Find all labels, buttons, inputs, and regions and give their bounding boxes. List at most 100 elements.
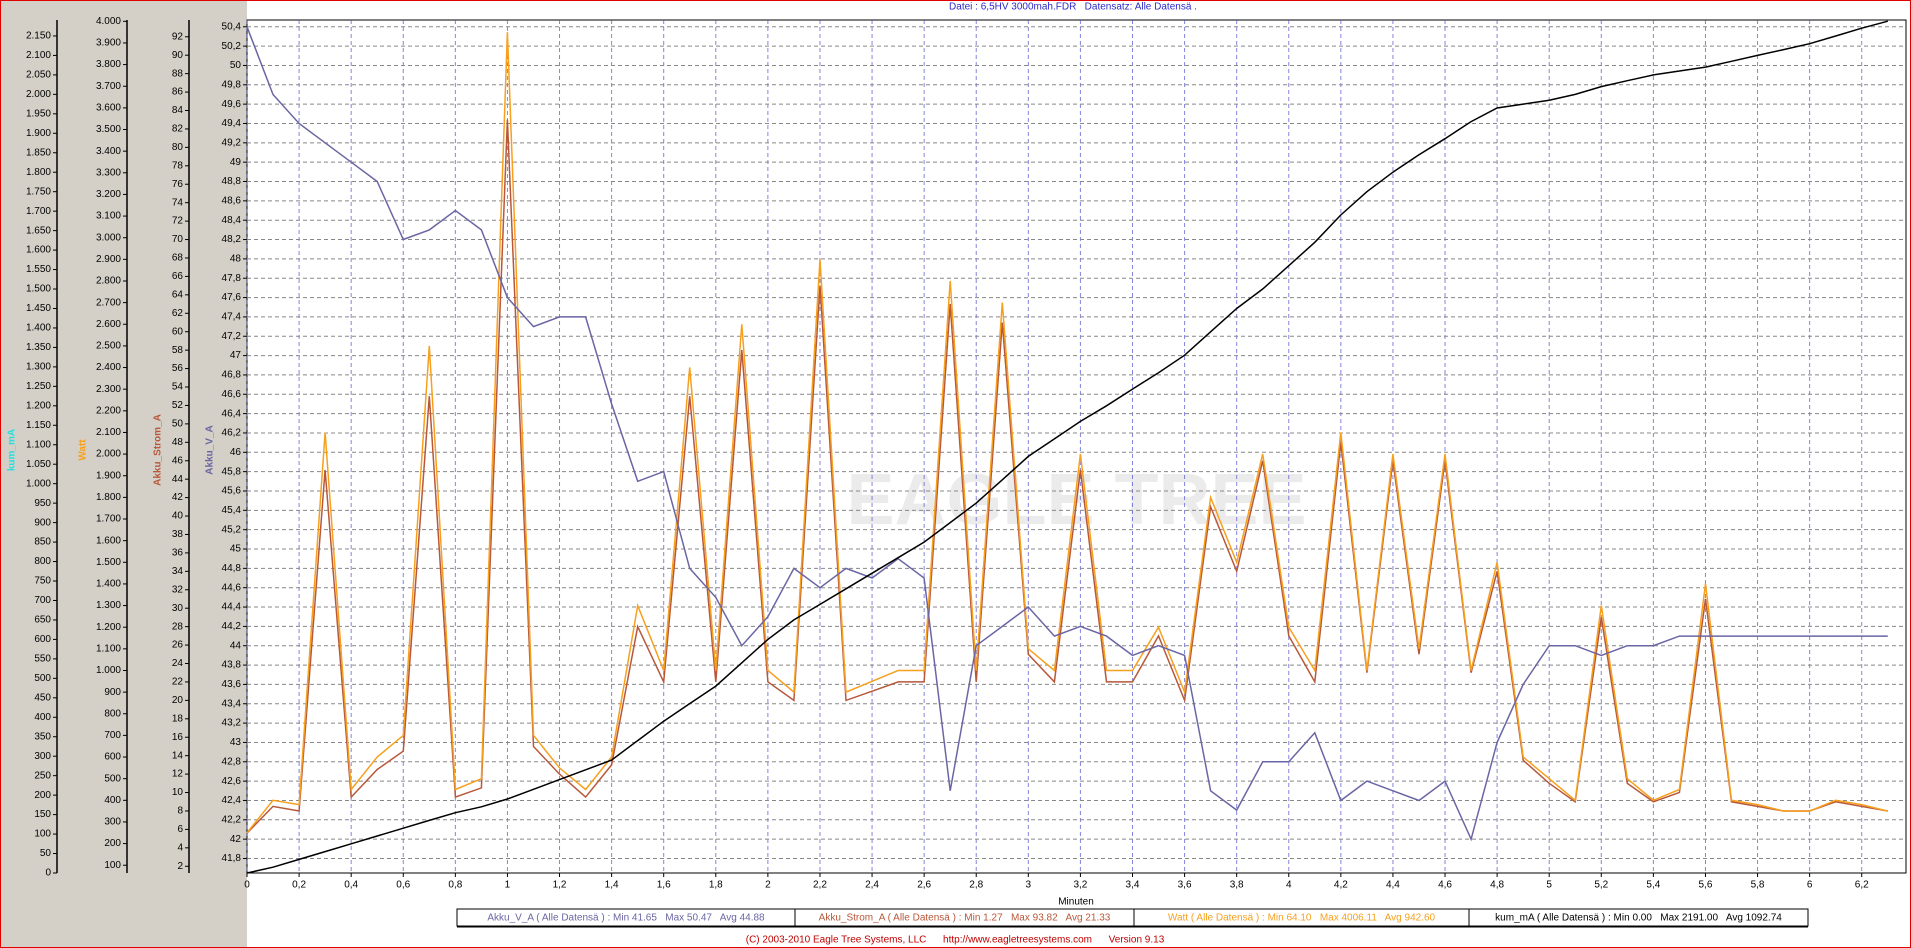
y-tick-label: 43,2 [222,718,242,729]
y-tick-label: 2.400 [96,362,121,373]
y-tick-label: 48,8 [222,176,242,187]
y-tick-label: 1.200 [96,622,121,633]
y-tick-label: 600 [34,634,51,645]
y-tick-label: 42,2 [222,814,242,825]
data-line [246,20,1888,874]
y-tick-label: 48,6 [222,195,242,206]
x-tick-label: 2,6 [917,880,931,891]
y-tick-label: 43,8 [222,660,242,671]
x-tick-label: 3,2 [1073,880,1087,891]
y-tick-label: 43,6 [222,679,242,690]
y-tick-label: 2.000 [96,449,121,460]
y-tick-label: 1.800 [26,167,51,178]
y-tick-label: 1.250 [26,381,51,392]
y-tick-label: 2.700 [96,297,121,308]
y-tick-label: 400 [34,712,51,723]
y-tick-label: 3.900 [96,38,121,49]
y-tick-label: 2.800 [96,276,121,287]
y-tick-label: 90 [172,50,184,61]
y-tick-label: 1.300 [96,600,121,611]
y-tick-label: 50 [40,848,52,859]
y-tick-label: 4 [177,842,183,853]
y-tick-label: 50,4 [222,21,242,32]
y-tick-label: 800 [34,556,51,567]
y-tick-label: 3.100 [96,211,121,222]
y-tick-label: 950 [34,498,51,509]
y-tick-label: 1.550 [26,264,51,275]
y-tick-label: 50 [172,419,184,430]
y-tick-label: 54 [172,382,184,393]
y-tick-label: 200 [34,790,51,801]
y-tick-label: 300 [104,817,121,828]
chart-title: Datei : 6,5HV 3000mah.FDR Datensatz: All… [949,2,1197,13]
x-tick-label: 1,8 [709,880,723,891]
y-tick-label: 600 [104,752,121,763]
y-tick-label: 1.100 [96,643,121,654]
y-tick-label: 1.050 [26,459,51,470]
x-tick-label: 3,6 [1178,880,1192,891]
y-tick-label: 62 [172,308,184,319]
data-line [246,26,1888,842]
y-tick-label: 1.700 [96,514,121,525]
y-tick-label: 42,8 [222,756,242,767]
x-tick-label: 3 [1026,880,1032,891]
x-tick-label: 5,2 [1594,880,1608,891]
y-tick-label: 40 [172,511,184,522]
y-tick-label: 49,6 [222,99,242,110]
y-tick-label: 3.700 [96,81,121,92]
x-tick-label: 2,2 [813,880,827,891]
y-tick-label: 24 [172,658,184,669]
y-tick-label: 45,8 [222,466,242,477]
data-line [246,119,1888,834]
y-tick-label: 50,2 [222,41,242,52]
y-tick-label: 22 [172,677,184,688]
y-tick-label: 44,8 [222,563,242,574]
y-tick-label: 30 [172,603,184,614]
y-tick-label: 800 [104,708,121,719]
y-tick-label: 1.400 [26,323,51,334]
x-tick-label: 6,2 [1855,880,1869,891]
x-tick-label: 2,4 [865,880,879,891]
x-tick-label: 1,2 [553,880,567,891]
y-tick-label: 1.350 [26,342,51,353]
y-tick-label: 64 [172,289,184,300]
y-tick-label: 250 [34,770,51,781]
y-tick-label: 82 [172,124,184,135]
y-tick-label: 12 [172,769,184,780]
x-tick-label: 5,8 [1751,880,1765,891]
y-tick-label: 700 [104,730,121,741]
footer: (C) 2003-2010 Eagle Tree Systems, LLC ht… [746,935,1165,946]
x-tick-label: 4 [1286,880,1292,891]
y-tick-label: 350 [34,731,51,742]
y-tick-label: 900 [34,517,51,528]
y-tick-label: 3.800 [96,59,121,70]
y-tick-label: 20 [172,695,184,706]
y-tick-label: 2.600 [96,319,121,330]
y-tick-label: 1.700 [26,206,51,217]
y-tick-label: 44,6 [222,582,242,593]
y-tick-label: 66 [172,271,184,282]
y-axis-title: Akku_V_A [205,425,216,474]
x-tick-label: 4,8 [1490,880,1504,891]
x-tick-label: 5 [1546,880,1552,891]
y-tick-label: 1.200 [26,400,51,411]
y-tick-label: 42,6 [222,776,242,787]
x-tick-label: 4,6 [1438,880,1452,891]
y-tick-label: 1.000 [96,665,121,676]
y-tick-label: 1.500 [26,284,51,295]
y-tick-label: 78 [172,160,184,171]
y-tick-label: 16 [172,732,184,743]
y-tick-label: 45,6 [222,486,242,497]
y-tick-label: 3.600 [96,103,121,114]
y-tick-label: 750 [34,576,51,587]
y-tick-label: 8 [177,806,183,817]
y-tick-label: 2.000 [26,89,51,100]
y-tick-label: 2.150 [26,31,51,42]
y-tick-label: 1.600 [96,535,121,546]
y-tick-label: 50 [230,60,242,71]
y-tick-label: 300 [34,751,51,762]
x-tick-label: 5,4 [1646,880,1660,891]
y-tick-label: 1.950 [26,108,51,119]
y-tick-label: 43 [230,737,242,748]
